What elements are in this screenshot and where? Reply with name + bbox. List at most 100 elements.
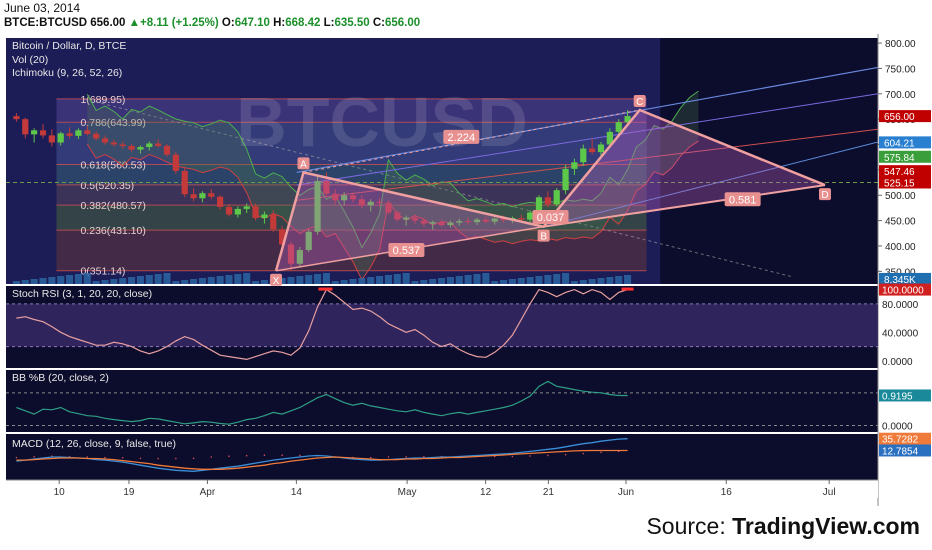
candle-body (84, 130, 91, 134)
candle-body (48, 135, 55, 143)
volume-bar (296, 276, 304, 284)
candle-body (535, 197, 543, 213)
candle-body (553, 190, 560, 205)
macd-tick-label: 12.7854 (882, 446, 919, 457)
candle-body (429, 222, 436, 224)
symbol[interactable]: BTCE:BTCUSD (4, 17, 88, 29)
macd-signal-tag (879, 444, 931, 457)
candle-body (217, 196, 224, 207)
price-tag-label: 575.84 (884, 153, 915, 164)
price-tag-label: 8.345K (884, 275, 916, 286)
volume-bar (119, 278, 127, 284)
fib-label: 0(351.14) (80, 266, 125, 278)
candle-body (332, 193, 339, 201)
price-tag (879, 150, 931, 163)
price-tag (879, 136, 931, 149)
macd-hist-dot (529, 455, 531, 457)
candle-body (261, 214, 268, 219)
chart-canvas[interactable]: 1(689.95)0.786(643.99)0.618(560.53)0.5(5… (0, 34, 932, 506)
volume-bar (588, 279, 596, 284)
ratio-label: 2.224 (448, 132, 476, 144)
macd-hist-dot (299, 454, 301, 457)
candle-body (119, 144, 126, 147)
candle-body (589, 148, 596, 153)
candle-body (385, 202, 392, 213)
stoch-title: Stoch RSI (3, 1, 20, 20, close) (12, 288, 152, 300)
macd-hist-dot (121, 456, 124, 459)
volume-bar (252, 281, 260, 284)
stoch-peak-mark (621, 287, 634, 291)
price-tick-label: 800.00 (885, 39, 916, 50)
macd-tick-label: 35.7282 (882, 435, 919, 446)
candle-body (39, 130, 47, 136)
volume-bar (597, 278, 605, 284)
volume-bar (482, 273, 490, 284)
candle-body (128, 146, 135, 150)
volume-bar (260, 280, 268, 284)
candle-body (580, 148, 587, 163)
volume-bar (145, 275, 153, 284)
stoch-tick-label: 0.0000 (882, 357, 913, 368)
volume-bar (562, 273, 570, 284)
volume-bar (535, 276, 543, 284)
candle-body (544, 197, 551, 205)
price-tick-label: 700.00 (885, 90, 916, 101)
candle-body (190, 194, 197, 199)
x-axis-bg (6, 480, 878, 498)
candle-body (172, 154, 179, 171)
candle-body (500, 218, 507, 221)
price-tick-label: 350.00 (885, 267, 916, 278)
volume-bar (411, 281, 419, 284)
fib-zone (56, 122, 647, 165)
stoch-band (6, 303, 878, 347)
ratio-badge (388, 243, 425, 258)
volume-bar (287, 277, 295, 284)
price-tag (879, 110, 931, 123)
bb-percent-b-line (16, 380, 628, 425)
pattern-point-B: B (540, 232, 547, 243)
candle-body (438, 222, 445, 226)
volume-bar (464, 275, 472, 284)
volume-bar (225, 275, 233, 284)
volume-bar (12, 281, 20, 284)
macd-hist-dot (86, 456, 89, 458)
macd-hist-dot (564, 453, 567, 456)
macd-hist-dot (104, 456, 106, 459)
up-arrow-icon: ▲ (128, 17, 141, 29)
source-prefix: Source: (646, 513, 733, 539)
fib-trend-line (83, 98, 791, 277)
candle-body (66, 133, 73, 136)
macd-hist-dot (405, 455, 407, 458)
candle-body (624, 116, 631, 123)
candle-body (146, 143, 153, 148)
stoch-rsi-line (16, 288, 628, 361)
candle-body (473, 219, 481, 223)
candle-body (367, 201, 374, 206)
price-tag (879, 165, 931, 178)
x-tick-label: 21 (543, 487, 555, 498)
candle-body (234, 208, 241, 215)
open-value: 647.10 (234, 17, 270, 29)
candle-body (482, 219, 489, 222)
fib-zone (56, 184, 647, 206)
macd-line (16, 438, 628, 472)
panel-bg-bb (6, 370, 878, 432)
volume-bar (349, 279, 357, 284)
macd-hist-dot (139, 457, 142, 460)
channel-mid (296, 93, 879, 186)
volume-bar (517, 278, 525, 284)
candle-body (358, 199, 365, 206)
macd-title: MACD (12, 26, close, 9, false, true) (12, 438, 176, 450)
close-value: 656.00 (385, 17, 421, 29)
candle-body (57, 133, 64, 143)
ichimoku-span-a (86, 90, 699, 249)
study-label: Vol (20) (12, 54, 48, 66)
price-tick-label: 400.00 (885, 242, 916, 253)
volume-bar (393, 274, 401, 284)
x-tick-label: May (398, 487, 417, 498)
candle-body (571, 162, 578, 169)
candle-body (93, 133, 100, 139)
pattern-point-X: X (273, 276, 280, 287)
volume-bar (544, 275, 552, 284)
candle-body (376, 201, 383, 203)
